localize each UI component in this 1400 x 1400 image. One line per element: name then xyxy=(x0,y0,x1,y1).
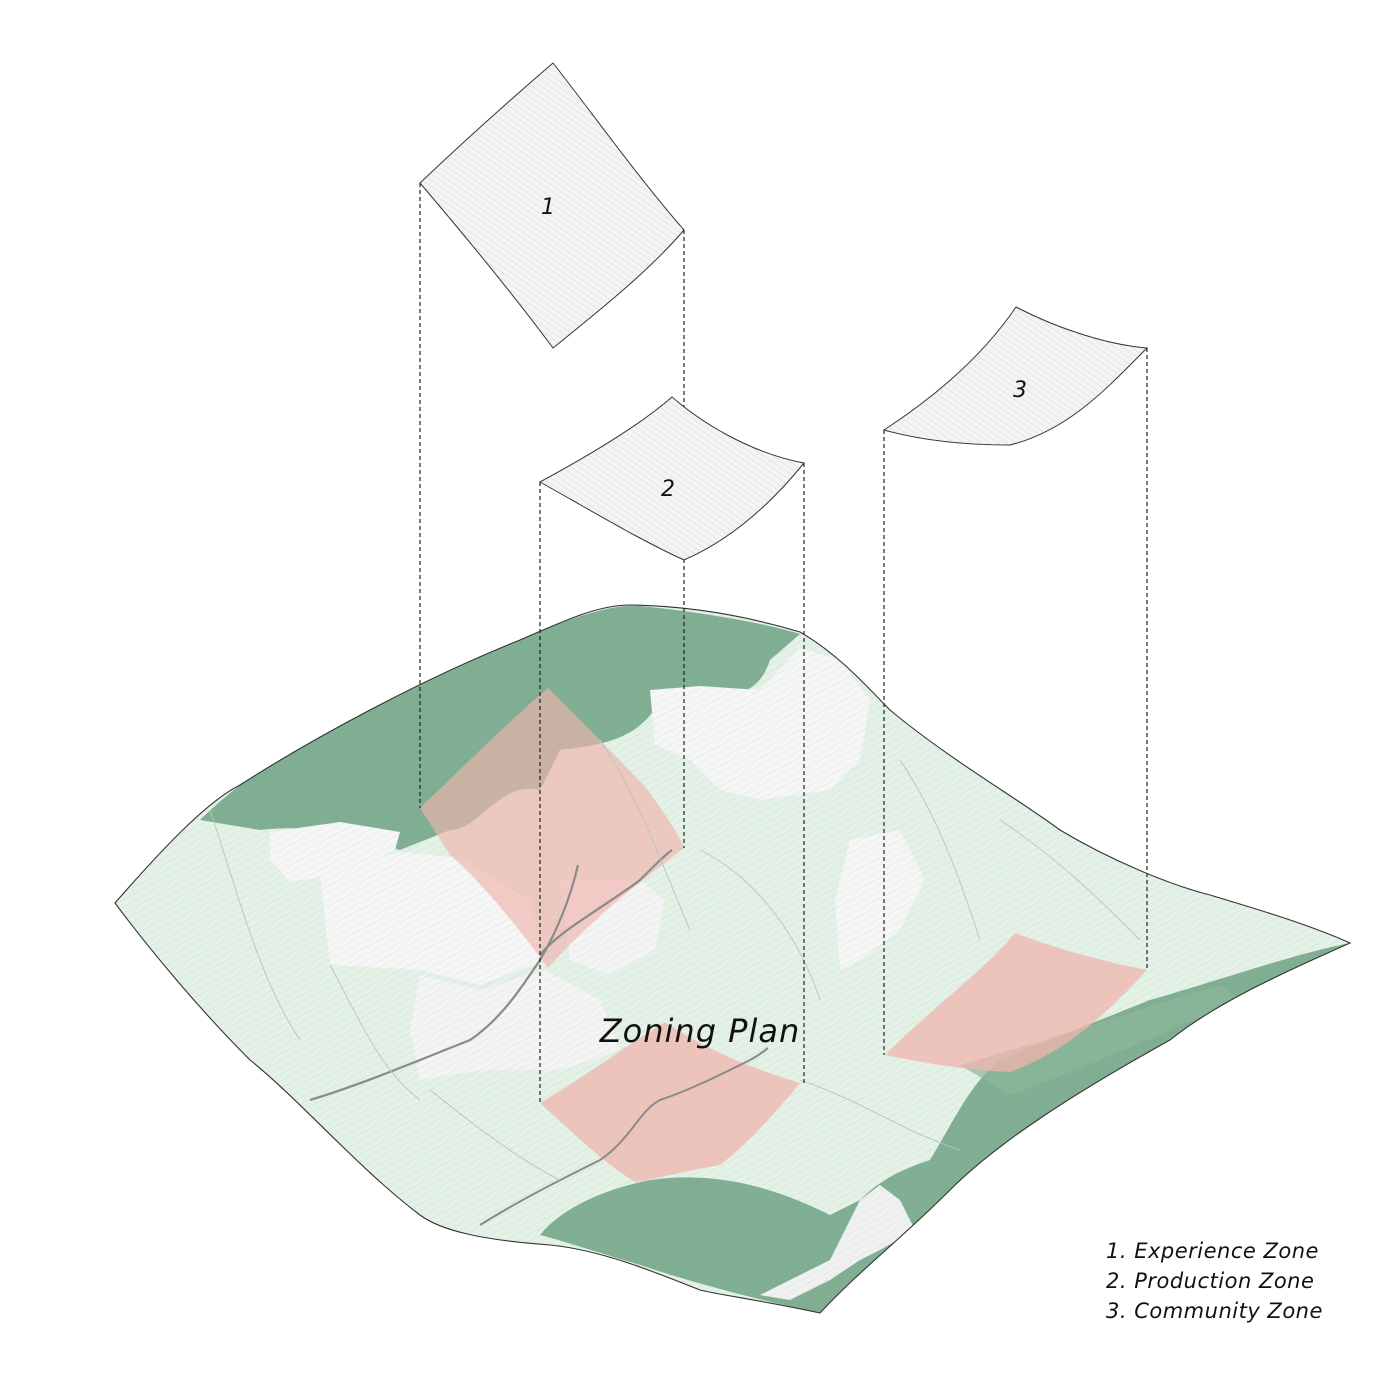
zone-2-label: 2 xyxy=(661,477,675,502)
legend-item: 1. Experience Zone xyxy=(1106,1239,1319,1263)
zone-1-footprint xyxy=(420,688,684,968)
parcel-lines xyxy=(209,739,1141,1181)
legend: 1. Experience Zone 2. Production Zone 3.… xyxy=(1106,1236,1323,1326)
terrain xyxy=(114,604,1352,1314)
legend-item: 3. Community Zone xyxy=(1106,1299,1323,1323)
road-main xyxy=(309,849,673,1102)
plan-title: Zoning Plan xyxy=(0,1012,1400,1050)
zone-2-footprint xyxy=(540,1022,800,1182)
zone-2-patch: 2 xyxy=(538,396,805,561)
plan-title-text: Zoning Plan xyxy=(599,1012,801,1050)
legend-item: 2. Production Zone xyxy=(1106,1269,1315,1293)
zone-1-patch: 1 xyxy=(419,62,685,349)
zone-3-footprint xyxy=(885,933,1147,1072)
zone-1-label: 1 xyxy=(541,195,555,220)
terrain-outline xyxy=(114,604,1352,1314)
zone-3-label: 3 xyxy=(1013,378,1027,403)
road-south xyxy=(479,1047,769,1226)
zone-3-patch: 3 xyxy=(882,306,1149,446)
